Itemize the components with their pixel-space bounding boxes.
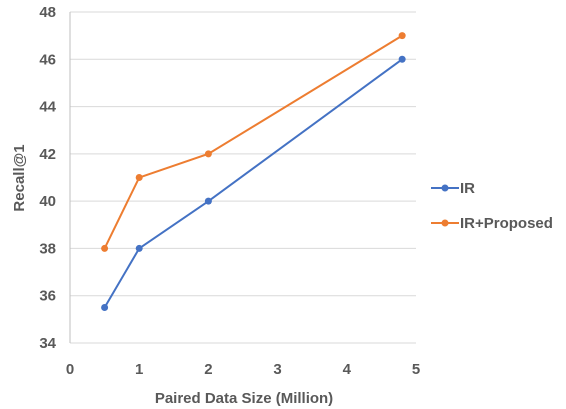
x-tick-label: 3 bbox=[273, 361, 281, 378]
series-group bbox=[101, 32, 406, 312]
data-point bbox=[135, 174, 143, 181]
legend-swatch-marker bbox=[441, 184, 449, 192]
x-tick-label: 5 bbox=[412, 361, 420, 378]
data-point bbox=[204, 197, 212, 205]
series-ir bbox=[101, 55, 406, 312]
x-tick-label: 0 bbox=[66, 361, 74, 378]
data-point bbox=[398, 55, 406, 63]
data-point bbox=[101, 304, 109, 312]
y-tick-label: 36 bbox=[39, 288, 56, 305]
data-point bbox=[101, 244, 109, 252]
series-ir-proposed bbox=[101, 32, 406, 252]
y-axis-title: Recall@1 bbox=[11, 144, 28, 211]
x-tick-label: 1 bbox=[135, 361, 143, 378]
legend: IR IR+Proposed bbox=[431, 180, 553, 232]
legend-item: IR bbox=[431, 180, 475, 197]
x-axis-title: Paired Data Size (Million) bbox=[155, 390, 333, 407]
series-line bbox=[103, 34, 403, 249]
y-tick-label: 48 bbox=[39, 4, 56, 21]
x-axis-ticks: 0 1 2 3 4 5 bbox=[66, 361, 420, 378]
data-point bbox=[398, 32, 406, 40]
y-tick-label: 46 bbox=[39, 51, 56, 68]
x-tick-label: 4 bbox=[343, 361, 352, 378]
y-axis-ticks: 34 36 38 40 42 44 46 48 bbox=[39, 4, 56, 352]
x-tick-label: 2 bbox=[204, 361, 212, 378]
data-point bbox=[204, 150, 212, 158]
legend-label: IR+Proposed bbox=[460, 215, 553, 232]
y-tick-label: 34 bbox=[39, 335, 56, 352]
legend-label: IR bbox=[460, 180, 475, 197]
y-tick-label: 42 bbox=[39, 146, 56, 163]
y-tick-label: 40 bbox=[39, 193, 56, 210]
series-line bbox=[103, 58, 403, 309]
data-point bbox=[135, 244, 143, 252]
y-tick-label: 38 bbox=[39, 240, 56, 257]
legend-item: IR+Proposed bbox=[431, 215, 553, 232]
y-tick-label: 44 bbox=[39, 99, 56, 116]
gridlines bbox=[69, 11, 416, 344]
legend-swatch-marker bbox=[441, 219, 449, 227]
